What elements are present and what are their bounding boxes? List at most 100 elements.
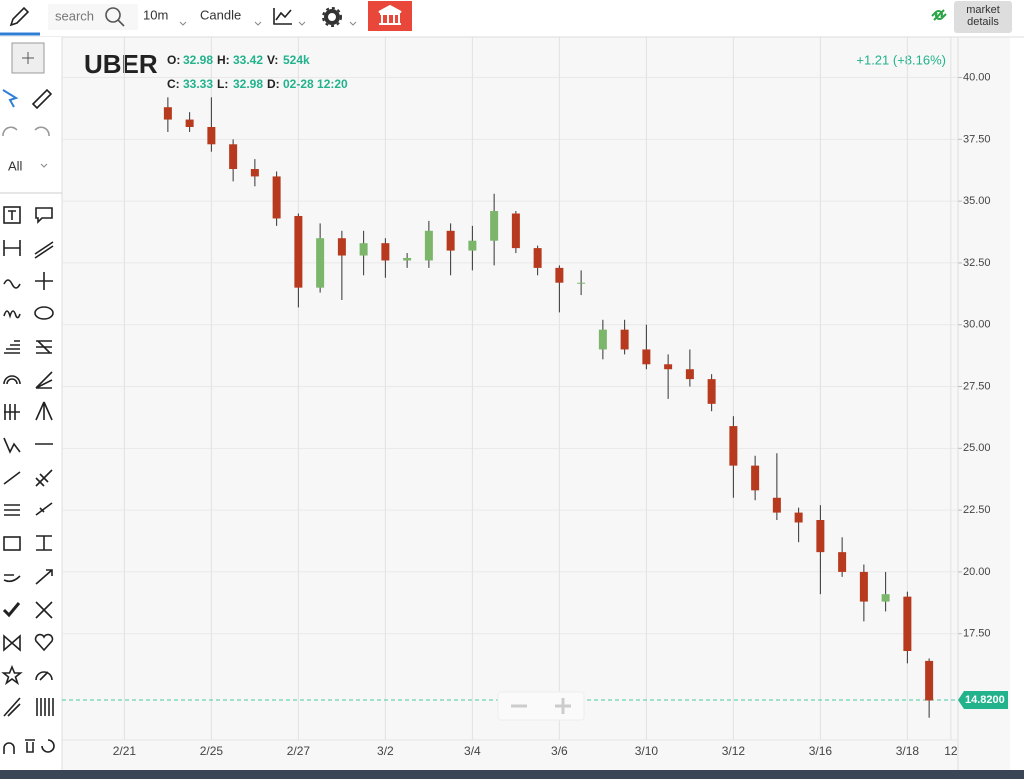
status-bar [0, 770, 1024, 779]
candle-body [468, 240, 477, 251]
y-tick-label: 20.00 [963, 566, 991, 578]
crosshair-button[interactable] [11, 42, 45, 74]
candle-body [859, 571, 868, 602]
y-tick-label: 27.50 [963, 380, 991, 392]
top-toolbar [0, 0, 1024, 37]
candle-body [446, 230, 455, 251]
candle-body [163, 107, 172, 120]
candle-body [598, 329, 607, 350]
filter-select[interactable]: All [8, 158, 23, 173]
y-tick-label: 22.50 [963, 504, 991, 516]
y-tick-label: 37.50 [963, 133, 991, 145]
interval-select[interactable]: 10m [143, 7, 168, 22]
candle-body [685, 369, 694, 380]
axes: 17.50 20.00 22.50 25.00 27.50 30.00 32.50 35.00… [62, 37, 1008, 770]
cursor-button[interactable] [2, 89, 19, 108]
drawing-tools[interactable] [1, 206, 55, 754]
x-tick-label: 3/6 [551, 744, 568, 758]
y-tick-label: 30.00 [963, 319, 991, 331]
scroll-gutter [1010, 37, 1024, 770]
chevron [254, 21, 262, 26]
y-tick-label: 32.50 [963, 257, 991, 269]
candle-body [207, 126, 216, 145]
info-value: 32.98 [233, 77, 263, 91]
info-value: 524k [283, 53, 310, 67]
x-tick-label: 3/2 [377, 744, 394, 758]
candle-body [707, 379, 716, 404]
info-label: V: [267, 53, 278, 67]
info-label: L: [217, 77, 228, 91]
x-tick-label: 3/4 [464, 744, 481, 758]
last-price-label: 14.8200 [965, 694, 1005, 706]
candle-body [903, 596, 912, 652]
candle-body [664, 364, 673, 370]
chevron [40, 163, 48, 168]
chevron [298, 21, 306, 26]
chart-type-select[interactable]: Candle [200, 7, 241, 22]
last-price-tag [958, 690, 1008, 709]
link-icon[interactable] [931, 9, 947, 21]
candle-body [620, 329, 629, 350]
x-tick-label: 12 [944, 744, 958, 758]
x-tick-label: 3/10 [635, 744, 659, 758]
x-tick-label: 3/12 [722, 744, 746, 758]
candle-body [511, 213, 520, 249]
chart-background [62, 37, 1024, 770]
x-tick-label: 2/25 [200, 744, 224, 758]
candle-body [772, 497, 781, 513]
candle-body [816, 520, 825, 553]
market-details-label: details [967, 16, 999, 28]
zoom-control[interactable] [497, 691, 585, 721]
candle-body [642, 349, 651, 365]
info-value: 32.98 [183, 53, 213, 67]
candle-body [229, 144, 238, 170]
candle-body [294, 215, 303, 288]
market-details-button[interactable] [954, 1, 1012, 33]
search-placeholder: search [55, 8, 94, 23]
info-label: H: [217, 53, 230, 67]
candle-body [381, 243, 390, 261]
x-tick-label: 2/27 [287, 744, 311, 758]
candle-body [272, 176, 281, 219]
candle-body [424, 230, 433, 261]
chevron [179, 21, 187, 26]
candle-body [577, 282, 586, 284]
candle-body [838, 552, 847, 572]
redo-button[interactable] [34, 126, 50, 137]
candle-body [403, 257, 412, 261]
candle-body [359, 243, 368, 256]
candle-body [555, 267, 564, 283]
candle-body [925, 660, 934, 701]
price-change: +1.21 (+8.16%) [856, 52, 946, 67]
market-details-label: market [966, 4, 1000, 16]
chevron [349, 21, 357, 26]
x-tick-label: 3/18 [896, 744, 920, 758]
info-label: O: [167, 53, 180, 67]
candle-body [729, 426, 738, 466]
candle-body [881, 594, 890, 602]
symbol: UBER [84, 49, 158, 79]
candles [163, 97, 934, 718]
y-tick-label: 40.00 [963, 71, 991, 83]
x-tick-label: 2/21 [113, 744, 137, 758]
candle-body [533, 248, 542, 268]
market-button[interactable] [368, 1, 412, 31]
candle-body [337, 238, 346, 256]
undo-button[interactable] [2, 126, 18, 137]
y-tick-label: 35.00 [963, 195, 991, 207]
pencil-button[interactable] [0, 6, 40, 36]
candle-body [250, 169, 259, 177]
candle-body [185, 119, 194, 127]
candle-body [316, 238, 325, 288]
info-value: 33.33 [183, 77, 213, 91]
info-label: D: [267, 77, 280, 91]
left-toolbar [0, 37, 62, 770]
indicators-button[interactable] [273, 8, 292, 25]
candle-body [794, 512, 803, 523]
x-tick-label: 3/16 [809, 744, 833, 758]
settings-button[interactable] [322, 7, 342, 27]
y-tick-label: 17.50 [963, 628, 991, 640]
ruler-button[interactable] [31, 88, 53, 110]
